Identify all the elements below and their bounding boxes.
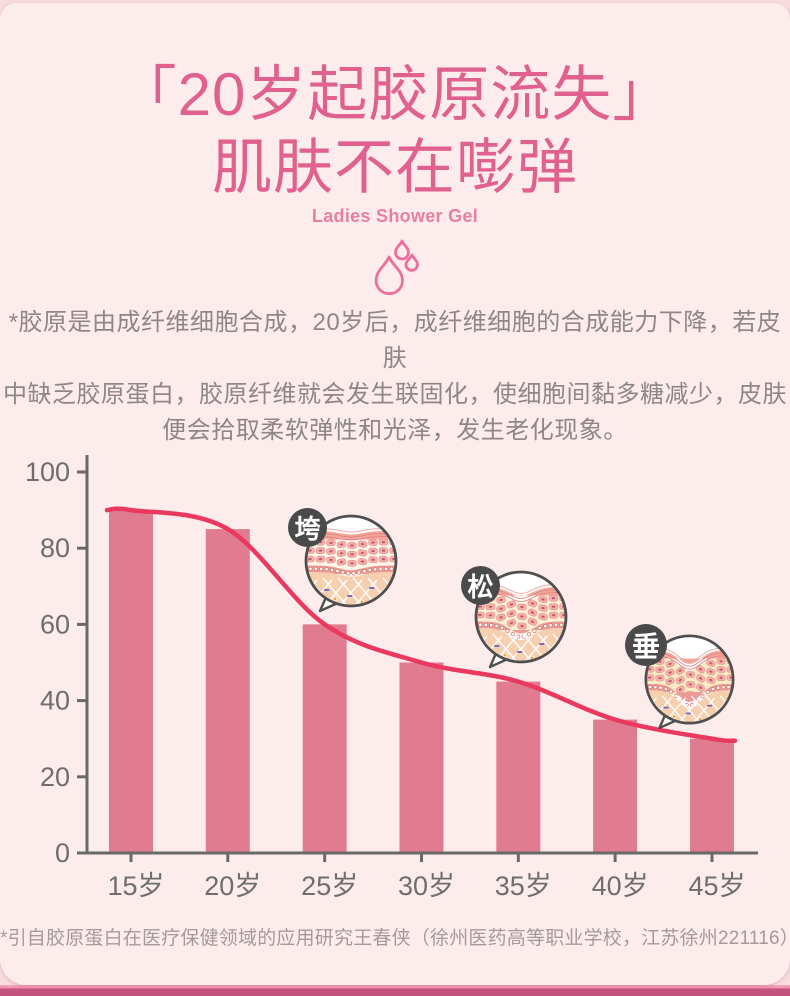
- collagen-bar-chart: 15岁 20岁 25岁 30岁 35岁 40岁 45岁 0 20 40 60 80 100: [0, 440, 790, 910]
- x-tick-label: 45岁: [688, 871, 745, 901]
- annotation-badge-kua: 垮: [288, 508, 327, 547]
- bar-3: [399, 662, 444, 853]
- y-tick-label: 80: [40, 533, 70, 563]
- x-tick-label: 30岁: [398, 871, 455, 901]
- skin-bubble-svg: [304, 514, 398, 613]
- page-title: 「20岁起胶原流失」 肌肤不在嘭弹: [0, 58, 790, 204]
- x-tick-label: 20岁: [204, 871, 261, 901]
- description-line: *胶原是由成纤维细胞合成，20岁后，成纤维细胞的合成能力下降，若皮肤: [8, 309, 782, 372]
- skin-illustration-loose: [471, 567, 571, 671]
- x-tick-label: 25岁: [301, 871, 358, 901]
- x-tick-label: 40岁: [592, 871, 649, 901]
- annotation-badge-chui: 垂: [625, 624, 667, 666]
- y-tick-label: 40: [40, 686, 70, 716]
- title-line-2: 肌肤不在嘭弹: [212, 134, 578, 201]
- y-tick-label: 60: [40, 609, 70, 639]
- description-line: 中缺乏胶原蛋白，胶原纤维就会发生联固化，使细胞间黏多糖减少，皮肤: [3, 381, 787, 408]
- subtitle: Ladies Shower Gel: [311, 206, 479, 226]
- next-section-border: [0, 985, 790, 996]
- bar-1: [205, 529, 250, 853]
- bar-6: [690, 738, 734, 853]
- collagen-chart-svg: 15岁 20岁 25岁 30岁 35岁 40岁 45岁 0 20 40 60 80 100: [25, 455, 758, 901]
- y-tick-label: 20: [40, 762, 70, 792]
- water-drops-icon: [374, 239, 419, 296]
- bar-5: [593, 719, 638, 853]
- skin-illustration-sag: [301, 511, 401, 615]
- x-tick-label: 35岁: [495, 871, 552, 901]
- skin-bubble-svg: [474, 570, 568, 669]
- bar-0: [109, 510, 153, 853]
- y-tick-label: 0: [55, 838, 70, 868]
- citation-footnote: *引自胶原蛋白在医疗保健领域的应用研究王春侠（徐州医药高等职业学校，江苏徐州22…: [0, 928, 790, 949]
- x-tick-label: 15岁: [107, 871, 164, 901]
- y-tick-label: 100: [25, 457, 70, 487]
- annotation-badge-song: 松: [461, 566, 500, 605]
- bar-2: [302, 624, 347, 853]
- trend-line: [104, 506, 738, 744]
- title-line-1: 「20岁起胶原流失」: [116, 61, 674, 128]
- description-paragraph: *胶原是由成纤维细胞合成，20岁后，成纤维细胞的合成能力下降，若皮肤 中缺乏胶原…: [0, 305, 790, 449]
- description-line: 便会拾取柔软弹性和光泽，发生老化现象。: [162, 417, 628, 444]
- bar-4: [496, 681, 541, 853]
